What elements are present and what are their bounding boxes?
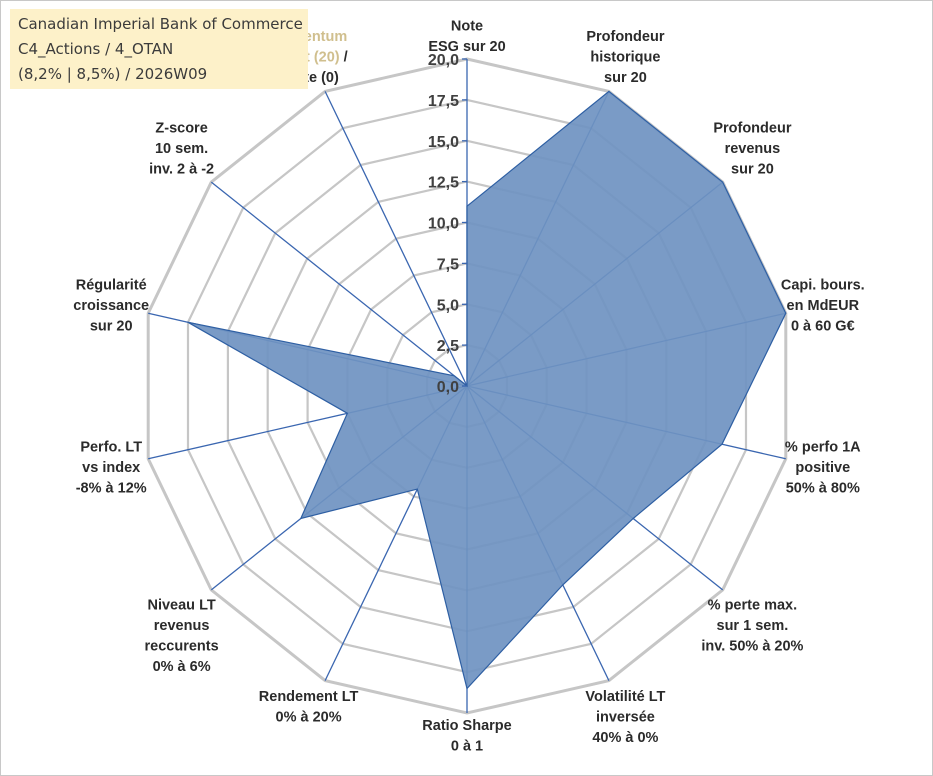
tick-label-4: 10,0 [428, 216, 459, 233]
axis-label-line: % perte max. [708, 597, 797, 613]
axis-label-1: Note ESG sur 20 [428, 19, 505, 56]
tick-layer: 0,0 2,5 5,0 7,5 10,0 12,5 15,0 17,5 20,0 [428, 52, 467, 396]
axis-label-11: Perfo. LT vs index -8% à 12% [76, 440, 147, 497]
axis-label-line: ESG sur 20 [428, 39, 505, 55]
axis-label-4: Capi. bours. en MdEUR 0 à 60 G€ [781, 277, 865, 334]
axis-label-7: Volatilité LT inversée 40% à 0% [585, 689, 665, 746]
axis-label-line: -8% à 12% [76, 481, 147, 497]
axis-label-line: inv. 50% à 20% [701, 638, 803, 654]
tick-label-6: 15,0 [428, 134, 459, 151]
axis-label-5: % perfo 1A positive 50% à 80% [785, 440, 861, 497]
tick-label-0: 0,0 [437, 379, 459, 396]
axis-label-line: 0% à 20% [276, 710, 342, 726]
tick-label-1: 2,5 [437, 338, 459, 355]
axis-label-line: 10 sem. [155, 141, 208, 157]
axis-label-line: Régularité [76, 277, 147, 293]
axis-label-layer: Note ESG sur 20 Profondeur historique sur 20… [73, 19, 864, 755]
axis-label-8: Ratio Sharpe 0 à 1 [422, 718, 511, 755]
axis-label-line: Rendement LT [259, 689, 359, 705]
axis-label-line: vs index [82, 460, 140, 476]
axis-label-10: Niveau LT revenus reccurents 0% à 6% [145, 597, 219, 675]
axis-label-line: 0 à 1 [451, 739, 483, 755]
company-name: Canadian Imperial Bank of Commerce [18, 15, 303, 33]
axis-label-line: sur 20 [90, 318, 133, 334]
axis-label-line: 40% à 0% [592, 730, 658, 746]
axis-label-line: Note [451, 19, 483, 35]
axis-label-line: reccurents [145, 638, 219, 654]
tick-label-7: 17,5 [428, 93, 459, 110]
axis-label-suffix: / [340, 49, 348, 65]
axis-label-line: Profondeur [713, 121, 791, 137]
spoke-14 [324, 91, 468, 387]
spoke-13 [210, 181, 468, 387]
axis-label-2: Profondeur historique sur 20 [586, 29, 664, 86]
axis-label-9: Rendement LT 0% à 20% [259, 689, 359, 726]
tick-label-3: 7,5 [437, 256, 459, 273]
portfolio-name: C4_Actions / 4_OTAN [18, 40, 174, 58]
axis-label-line: inv. 2 à -2 [149, 162, 214, 178]
axis-label-13: Z-score 10 sem. inv. 2 à -2 [149, 121, 214, 178]
axis-label-line: revenus [725, 141, 781, 157]
axis-label-line: inversée [596, 710, 655, 726]
axis-label-line: revenus [154, 618, 210, 634]
axis-label-line: croissance [73, 298, 149, 314]
axis-label-line: Perfo. LT [80, 440, 142, 456]
axis-label-line: 0% à 6% [153, 659, 211, 675]
axis-label-line: Capi. bours. [781, 277, 865, 293]
axis-label-line: Niveau LT [147, 597, 215, 613]
axis-label-line: positive [795, 460, 850, 476]
series-layer [187, 90, 787, 690]
axis-label-3: Profondeur revenus sur 20 [713, 121, 791, 178]
axis-label-line: 50% à 80% [786, 481, 860, 497]
period-label: (8,2% | 8,5%) / 2026W09 [18, 65, 208, 83]
axis-label-line: historique [590, 49, 660, 65]
axis-label-line: Volatilité LT [585, 689, 665, 705]
axis-label-line: sur 20 [604, 70, 647, 86]
axis-label-line: Z-score [155, 121, 207, 137]
tick-label-8: 20,0 [428, 52, 459, 69]
axis-label-line: en MdEUR [787, 298, 860, 314]
axis-label-12: Régularité croissance sur 20 [73, 277, 149, 334]
axis-label-line: Profondeur [586, 29, 664, 45]
axis-label-line: 0 à 60 G€ [791, 318, 855, 334]
axis-label-line: % perfo 1A [785, 440, 861, 456]
tick-label-2: 5,0 [437, 297, 459, 314]
axis-label-6: % perte max. sur 1 sem. inv. 50% à 20% [701, 597, 803, 654]
series-area [187, 90, 787, 690]
axis-label-line: Ratio Sharpe [422, 718, 511, 734]
info-box: Canadian Imperial Bank of Commerce C4_Ac… [10, 9, 308, 89]
axis-label-line: sur 20 [731, 162, 774, 178]
axis-label-line: sur 1 sem. [717, 618, 789, 634]
tick-label-5: 12,5 [428, 175, 459, 192]
